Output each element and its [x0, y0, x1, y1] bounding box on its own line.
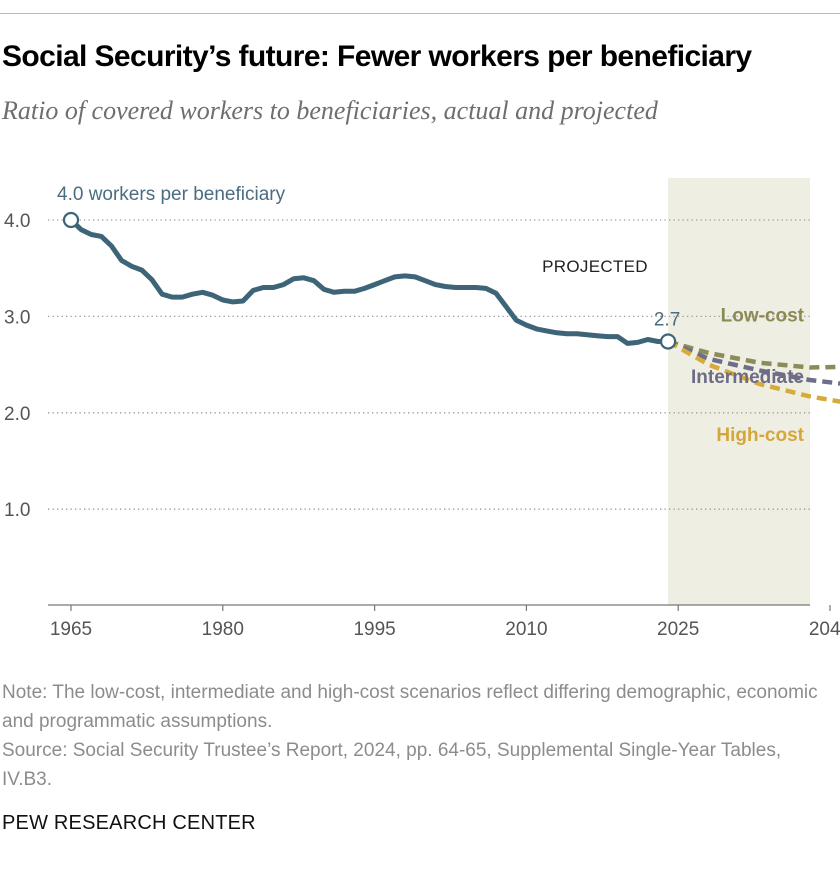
- x-axis-group: 1965198019952010202520402055207020852100: [48, 604, 840, 640]
- footnotes: Note: The low-cost, intermediate and hig…: [2, 678, 822, 794]
- x-tick-label-2025: 2025: [657, 619, 699, 640]
- projected-region-group: PROJECTED: [542, 178, 810, 605]
- y-tick-label-4.0: 4.0: [4, 211, 30, 232]
- x-tick-label-1995: 1995: [353, 619, 395, 640]
- current-marker: [659, 333, 677, 350]
- series-label-high: High-cost: [716, 425, 804, 446]
- chart-title: Social Security’s future: Fewer workers …: [2, 40, 752, 73]
- source-text: Source: Social Security Trustee’s Report…: [2, 740, 782, 790]
- series-label-intermediate: Intermediate: [691, 367, 804, 388]
- note-text: Note: The low-cost, intermediate and hig…: [2, 682, 818, 732]
- chart-subtitle: Ratio of covered workers to beneficiarie…: [2, 96, 658, 125]
- x-tick-label-1980: 1980: [202, 619, 244, 640]
- gridlines-group: 1.0 2.0 3.0 4.0: [4, 211, 810, 521]
- y-tick-label-2.0: 2.0: [4, 404, 30, 425]
- y-tick-label-3.0: 3.0: [4, 307, 30, 328]
- series-lines-group: [69, 218, 840, 404]
- x-tick-label-2010: 2010: [505, 619, 547, 640]
- top-rule: [0, 13, 840, 14]
- brand-name: PEW RESEARCH CENTER: [2, 812, 256, 834]
- line-chart: PROJECTED 1.0 2.0 3.0 4.0 1965 1980 1995 2010 2…: [4, 178, 840, 640]
- y-tick-label-1.0: 1.0: [4, 500, 30, 521]
- start-marker: [62, 211, 80, 229]
- labels-group: 2.7Low-cost2.1Intermediate1.5High-cost4.…: [57, 184, 805, 446]
- series-label-low: Low-cost: [721, 305, 805, 326]
- x-tick-label-1965: 1965: [50, 619, 92, 640]
- series-line-intermediate: [667, 339, 840, 386]
- x-tick-label-2040: 2040: [809, 619, 840, 640]
- start-annotation: 4.0 workers per beneficiary: [57, 184, 286, 205]
- projected-label: PROJECTED: [542, 257, 648, 276]
- current-annotation: 2.7: [654, 309, 680, 330]
- series-line-actual: [69, 218, 669, 346]
- series-line-high: [666, 339, 840, 404]
